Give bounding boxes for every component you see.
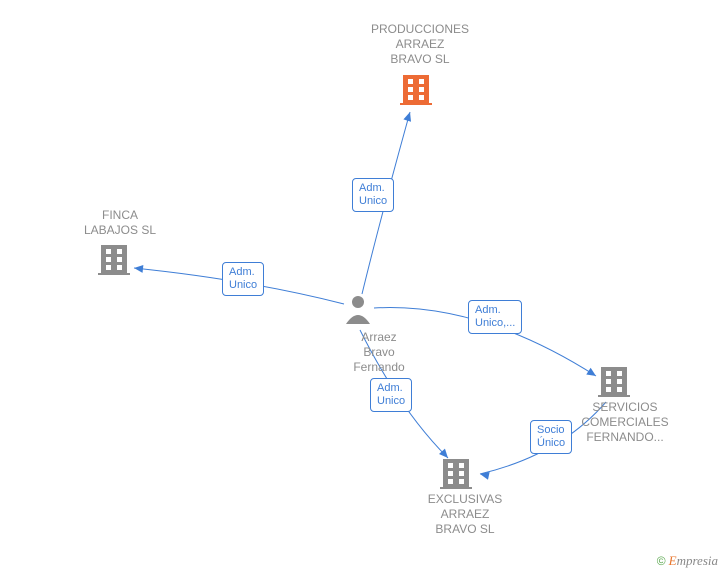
copyright-symbol: © <box>657 554 666 568</box>
node-label: EXCLUSIVAS ARRAEZ BRAVO SL <box>410 492 520 537</box>
edge-arrow <box>586 368 598 380</box>
building-icon <box>98 245 130 275</box>
watermark: ©Empresia <box>657 553 718 569</box>
building-icon <box>400 75 432 105</box>
edge-badge: Adm. Unico,... <box>468 300 522 334</box>
watermark-initial: E <box>669 553 677 568</box>
edge-badge: Socio Único <box>530 420 572 454</box>
node-label: FINCA LABAJOS SL <box>65 208 175 238</box>
edge-badge: Adm. Unico <box>370 378 412 412</box>
diagram-canvas <box>0 0 728 575</box>
edge-badge: Adm. Unico <box>222 262 264 296</box>
person-icon <box>346 296 370 324</box>
edge-arrow <box>134 264 144 273</box>
watermark-rest: mpresia <box>677 553 718 568</box>
node-label: SERVICIOS COMERCIALES FERNANDO... <box>565 400 685 445</box>
edge-badge: Adm. Unico <box>352 178 394 212</box>
node-label: Arraez Bravo Fernando <box>339 330 419 375</box>
edge-arrow <box>403 111 413 122</box>
building-icon <box>598 367 630 397</box>
building-icon <box>440 459 472 489</box>
node-label: PRODUCCIONES ARRAEZ BRAVO SL <box>360 22 480 67</box>
